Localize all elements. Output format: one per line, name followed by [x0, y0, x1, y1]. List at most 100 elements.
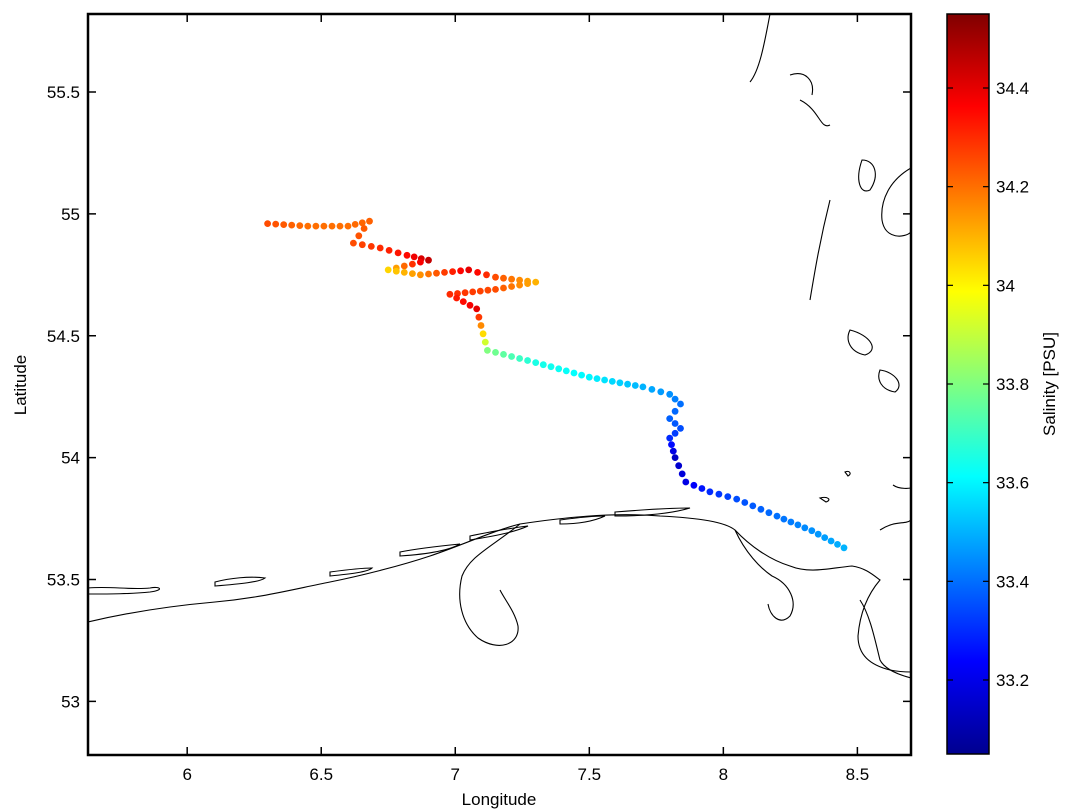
- coastline-island-5: [469, 525, 529, 541]
- track-point: [433, 269, 440, 277]
- coastline-mainland: [88, 514, 911, 673]
- track-point: [484, 286, 492, 294]
- coastline: [88, 14, 911, 679]
- colorbar-tick-label: 33.4: [996, 572, 1029, 591]
- track-point: [516, 281, 523, 289]
- coastline-east-8: [818, 470, 851, 503]
- track-point: [666, 434, 674, 442]
- track-point: [394, 249, 402, 257]
- track-point: [671, 420, 679, 427]
- track-point: [741, 499, 749, 506]
- track-point: [367, 243, 375, 250]
- track-point: [624, 380, 631, 388]
- track-point: [457, 267, 464, 275]
- track-point: [417, 258, 424, 266]
- track-point: [351, 221, 359, 228]
- x-tick-label: 7: [451, 765, 460, 784]
- coastline-island-1: [88, 586, 160, 595]
- track-point: [459, 298, 467, 305]
- track-point: [288, 221, 296, 229]
- track-point: [344, 222, 352, 230]
- track-point: [539, 361, 547, 369]
- track-point: [483, 271, 490, 279]
- coastline-east-3: [809, 199, 831, 301]
- track-point: [601, 376, 608, 384]
- coastline-island-4: [399, 543, 461, 557]
- y-tick-label: 54: [61, 449, 80, 468]
- track-point: [690, 481, 698, 489]
- track-point: [400, 269, 408, 276]
- track-point: [608, 378, 616, 385]
- track-point: [508, 275, 515, 283]
- track-point: [446, 290, 454, 298]
- track-point: [616, 379, 624, 387]
- track-point: [475, 313, 483, 321]
- track-point: [358, 219, 366, 227]
- track-point: [358, 241, 366, 249]
- track-point: [794, 521, 802, 529]
- track-point: [821, 534, 829, 541]
- track-point: [669, 447, 677, 455]
- y-tick-label: 55.5: [47, 83, 80, 102]
- track-point: [410, 253, 418, 261]
- colorbar-ticks: 33.2 33.4 33.6 33.8 34 34.2 34.4: [947, 79, 1029, 690]
- track-point: [631, 382, 639, 389]
- track-point: [328, 222, 336, 230]
- track-point: [765, 509, 773, 517]
- track-point: [671, 454, 679, 461]
- track-point: [516, 276, 523, 284]
- track-point: [473, 305, 481, 313]
- track-point: [350, 239, 357, 247]
- track-point: [801, 524, 809, 532]
- track-point: [715, 490, 723, 498]
- track-point: [481, 338, 489, 346]
- track-point: [417, 271, 424, 279]
- track-point: [479, 330, 487, 338]
- colorbar-tick-label: 33.8: [996, 375, 1029, 394]
- x-tick-label: 8.5: [846, 765, 870, 784]
- track-point: [400, 262, 408, 270]
- track-point: [671, 395, 679, 403]
- track-point: [296, 222, 304, 230]
- axes-frame: [86, 12, 913, 757]
- y-tick-label: 53.5: [47, 571, 80, 590]
- track-point: [648, 386, 656, 393]
- track-point: [555, 365, 563, 373]
- track-point: [585, 373, 593, 381]
- track-point: [449, 268, 456, 275]
- track-point: [500, 351, 507, 358]
- track-point: [360, 225, 368, 232]
- track-point: [666, 390, 674, 398]
- colorbar-tick-label: 33.2: [996, 671, 1029, 690]
- track-point: [500, 284, 507, 292]
- track-point: [547, 363, 555, 371]
- track-point: [733, 495, 741, 503]
- colorbar-tick-label: 33.6: [996, 474, 1029, 493]
- x-tick-label: 8: [719, 765, 728, 784]
- track-point: [476, 287, 484, 295]
- track-point: [403, 251, 411, 259]
- track-point: [593, 375, 601, 382]
- track-point: [453, 294, 460, 302]
- colorbar-tick-label: 34.4: [996, 79, 1029, 98]
- track-point: [469, 288, 477, 296]
- track-point: [500, 274, 507, 282]
- track-point: [675, 462, 683, 470]
- track-point: [355, 232, 363, 240]
- track-point: [409, 270, 416, 277]
- track-point: [465, 266, 473, 274]
- track-point: [532, 359, 540, 366]
- track-point: [666, 415, 674, 422]
- track-point: [677, 425, 684, 432]
- colorbar-label: Salinity [PSU]: [1040, 332, 1059, 436]
- track-point: [749, 502, 757, 510]
- coastline-estuary: [734, 529, 794, 621]
- coastline-island-3: [329, 567, 374, 577]
- track-point: [677, 400, 684, 408]
- track-point: [320, 222, 328, 230]
- coastline-bay: [459, 523, 521, 646]
- plot-area: [88, 14, 911, 755]
- x-tick-label: 7.5: [577, 765, 601, 784]
- track-points: [264, 217, 848, 552]
